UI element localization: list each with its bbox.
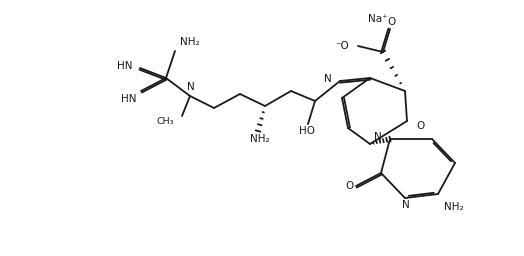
Text: O: O (345, 181, 353, 191)
Text: HN: HN (121, 94, 136, 104)
Text: N: N (324, 74, 332, 84)
Text: N: N (187, 82, 195, 92)
Text: N: N (374, 132, 382, 142)
Text: CH₃: CH₃ (157, 116, 174, 125)
Text: O: O (387, 17, 395, 27)
Text: NH₂: NH₂ (250, 134, 270, 144)
Text: Na⁺: Na⁺ (368, 14, 388, 24)
Text: NH₂: NH₂ (444, 202, 464, 212)
Text: NH₂: NH₂ (180, 37, 200, 47)
Text: HO: HO (299, 126, 315, 136)
Text: O: O (416, 121, 424, 131)
Text: ⁻O: ⁻O (335, 41, 349, 51)
Text: N: N (402, 200, 410, 210)
Text: HN: HN (116, 61, 132, 71)
